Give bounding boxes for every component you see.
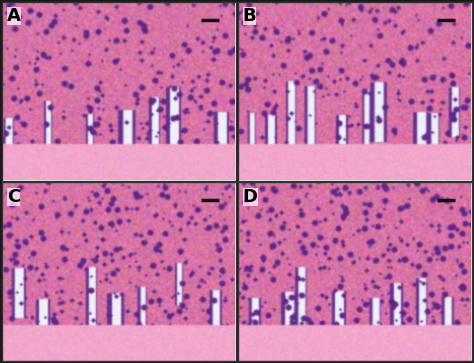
- Text: A: A: [7, 7, 21, 25]
- Text: B: B: [243, 7, 256, 25]
- Text: D: D: [243, 188, 258, 206]
- Text: C: C: [7, 188, 20, 206]
